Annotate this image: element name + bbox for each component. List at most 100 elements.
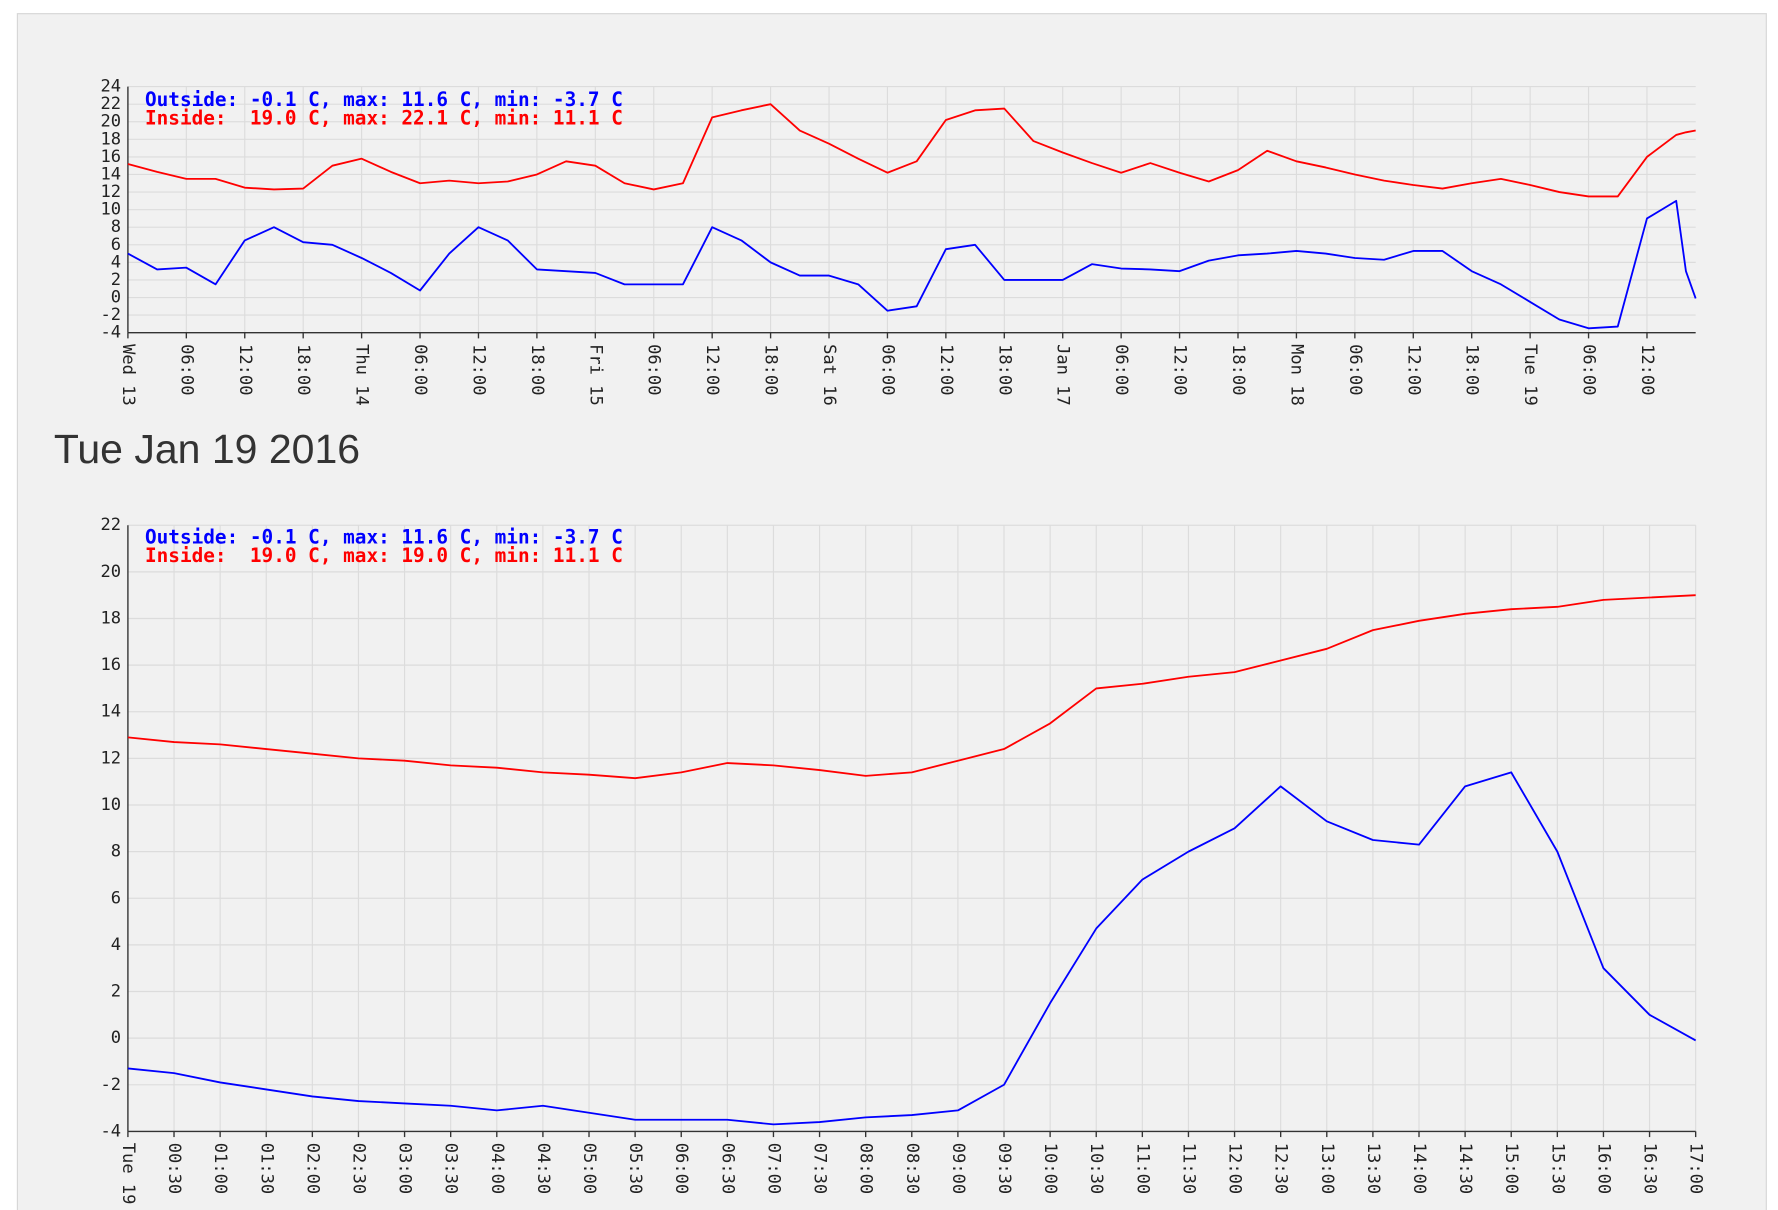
x-tick-label: 13:30 <box>1363 1143 1383 1194</box>
x-tick-label: Sat 16 <box>819 344 839 406</box>
panel <box>16 13 1767 1210</box>
y-tick-label: -2 <box>100 305 121 325</box>
y-tick-label: 18 <box>100 608 121 628</box>
x-tick-label: 17:00 <box>1686 1143 1706 1194</box>
x-tick-label: 11:00 <box>1132 1143 1152 1194</box>
x-tick-label: 12:00 <box>1403 344 1423 395</box>
x-tick-label: 05:30 <box>625 1143 645 1194</box>
x-tick-label: Wed 13 <box>118 344 138 406</box>
y-tick-label: 20 <box>100 112 121 132</box>
x-tick-label: 11:30 <box>1178 1143 1198 1194</box>
x-tick-label: 02:30 <box>348 1143 368 1194</box>
y-tick-label: 8 <box>111 842 121 862</box>
x-tick-label: 06:00 <box>671 1143 691 1194</box>
x-tick-label: 15:30 <box>1547 1143 1567 1194</box>
x-tick-label: Tue 19 <box>118 1143 138 1205</box>
y-tick-label: 0 <box>111 288 121 308</box>
legend-entry: Inside: 19.0 C, max: 22.1 C, min: 11.1 C <box>145 107 623 130</box>
x-tick-label: 06:00 <box>644 344 664 395</box>
x-tick-label: Jan 17 <box>1053 344 1073 406</box>
x-tick-label: 09:30 <box>994 1143 1014 1194</box>
x-tick-label: Thu 14 <box>352 344 372 406</box>
x-tick-label: 10:30 <box>1086 1143 1106 1194</box>
y-tick-label: 10 <box>100 795 121 815</box>
x-tick-label: 06:00 <box>877 344 897 395</box>
x-tick-label: 03:30 <box>441 1143 461 1194</box>
x-tick-label: 18:00 <box>761 344 781 395</box>
y-tick-label: 18 <box>100 129 121 149</box>
x-tick-label: 06:00 <box>1111 344 1131 395</box>
x-tick-label: 12:00 <box>936 344 956 395</box>
x-tick-label: 01:00 <box>210 1143 230 1194</box>
x-tick-label: 01:30 <box>256 1143 276 1194</box>
y-tick-label: 2 <box>111 270 121 290</box>
x-tick-label: 14:00 <box>1409 1143 1429 1194</box>
y-tick-label: 16 <box>100 655 121 675</box>
x-tick-label: 08:00 <box>856 1143 876 1194</box>
series-line <box>127 199 1697 330</box>
x-tick-label: 06:00 <box>1579 344 1599 395</box>
x-tick-label: 16:00 <box>1593 1143 1613 1194</box>
x-tick-label: 06:00 <box>176 344 196 395</box>
y-tick-label: -2 <box>100 1075 121 1095</box>
y-tick-label: 22 <box>100 515 121 535</box>
y-tick-label: 4 <box>111 935 121 955</box>
x-tick-label: 14:30 <box>1455 1143 1475 1194</box>
y-tick-label: 4 <box>111 252 121 272</box>
x-tick-label: 09:00 <box>948 1143 968 1194</box>
y-tick-label: -4 <box>100 323 121 343</box>
series-line <box>127 103 1696 198</box>
y-tick-label: 10 <box>100 200 121 220</box>
x-tick-label: 15:00 <box>1501 1143 1521 1194</box>
y-tick-label: 0 <box>111 1028 121 1048</box>
x-tick-label: 12:00 <box>468 344 488 395</box>
y-tick-label: 6 <box>111 235 121 255</box>
y-tick-label: 2 <box>111 982 121 1002</box>
x-tick-label: 08:30 <box>902 1143 922 1194</box>
x-tick-label: 18:00 <box>1228 344 1248 395</box>
x-tick-label: 12:00 <box>702 344 722 395</box>
series-line <box>127 771 1697 1126</box>
x-tick-label: 04:00 <box>487 1143 507 1194</box>
y-tick-label: 16 <box>100 147 121 167</box>
legend-entry: Outside: -0.1 C, max: 11.6 C, min: -3.7 … <box>145 88 623 111</box>
y-tick-label: 12 <box>100 748 121 768</box>
x-tick-label: Tue 19 <box>1520 344 1540 406</box>
legend-entry: Inside: 19.0 C, max: 19.0 C, min: 11.1 C <box>145 544 623 567</box>
y-tick-label: 24 <box>100 77 121 97</box>
x-tick-label: 12:30 <box>1271 1143 1291 1194</box>
y-tick-label: 6 <box>111 888 121 908</box>
y-tick-label: 20 <box>100 562 121 582</box>
y-tick-label: 12 <box>100 182 121 202</box>
x-tick-label: 04:30 <box>533 1143 553 1194</box>
x-tick-label: 18:00 <box>994 344 1014 395</box>
x-tick-label: 02:00 <box>302 1143 322 1194</box>
y-tick-label: 14 <box>100 164 121 184</box>
series-line <box>127 594 1696 780</box>
x-tick-label: 07:30 <box>810 1143 830 1194</box>
x-tick-label: 06:00 <box>1345 344 1365 395</box>
legend-entry: Outside: -0.1 C, max: 11.6 C, min: -3.7 … <box>145 525 623 548</box>
date-heading: Tue Jan 19 2016 <box>54 426 360 472</box>
x-tick-label: 05:00 <box>579 1143 599 1194</box>
y-tick-label: 22 <box>100 94 121 114</box>
x-tick-label: 06:00 <box>410 344 430 395</box>
x-tick-label: Fri 15 <box>585 344 605 406</box>
x-tick-label: 07:00 <box>763 1143 783 1194</box>
y-tick-label: 14 <box>100 702 121 722</box>
x-tick-label: 03:00 <box>395 1143 415 1194</box>
x-tick-label: 16:30 <box>1640 1143 1660 1194</box>
x-tick-label: 18:00 <box>293 344 313 395</box>
x-tick-label: 13:00 <box>1317 1143 1337 1194</box>
x-tick-label: 10:00 <box>1040 1143 1060 1194</box>
x-tick-label: 12:00 <box>1225 1143 1245 1194</box>
y-tick-label: -4 <box>100 1121 121 1141</box>
x-tick-label: 06:30 <box>717 1143 737 1194</box>
x-tick-label: 18:00 <box>527 344 547 395</box>
x-tick-label: 00:30 <box>164 1143 184 1194</box>
x-tick-label: 12:00 <box>1637 344 1657 395</box>
x-tick-label: 18:00 <box>1462 344 1482 395</box>
y-tick-label: 8 <box>111 217 121 237</box>
